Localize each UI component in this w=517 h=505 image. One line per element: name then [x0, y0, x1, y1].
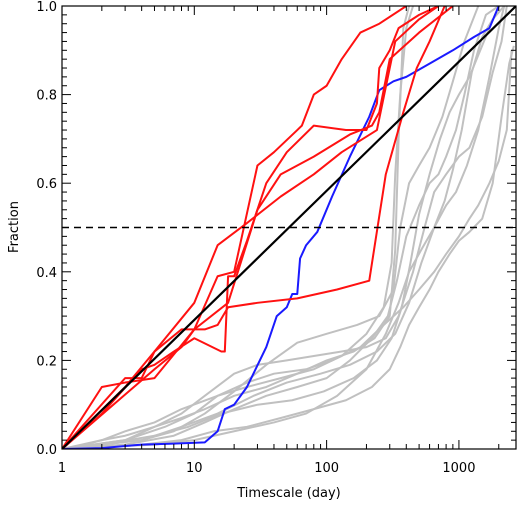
gray-series-line-7: [62, 6, 506, 449]
y-tick-label: 0.6: [36, 177, 57, 192]
gray-series-line-1: [62, 6, 414, 449]
gray-series-line-6: [62, 6, 500, 449]
y-tick-label: 0.8: [36, 89, 57, 104]
y-axis-label: Fraction: [7, 201, 22, 253]
y-tick-label: 1.0: [36, 0, 57, 15]
axis-ticks: [61, 5, 516, 450]
red-series-line-15: [62, 6, 439, 449]
data-layer: [62, 6, 515, 449]
gray-series-line-0: [62, 6, 411, 449]
x-tick-label: 10: [186, 461, 203, 476]
red-series-line-12: [62, 6, 439, 449]
gray-series-line-5: [62, 45, 515, 449]
gray-series-line-9: [62, 6, 500, 449]
x-tick-label: 100: [314, 461, 339, 476]
diagonal-reference-line: [62, 6, 516, 449]
reference-lines: [62, 6, 516, 449]
blue-series-line-10: [62, 6, 500, 449]
y-tick-label: 0.2: [36, 354, 57, 369]
red-series-line-11: [62, 6, 454, 449]
x-tick-label: 1: [58, 461, 66, 476]
tick-labels: 1 10 100 1000 0.0 0.2 0.4 0.6 0.8 1.0: [36, 0, 475, 476]
red-series-line-13: [62, 6, 407, 449]
y-tick-label: 0.0: [36, 443, 57, 458]
gray-series-line-3: [62, 6, 508, 449]
y-tick-label: 0.4: [36, 266, 57, 281]
x-axis-label: Timescale (day): [236, 486, 341, 501]
red-series-line-14: [62, 6, 446, 449]
x-tick-label: 1000: [442, 461, 475, 476]
